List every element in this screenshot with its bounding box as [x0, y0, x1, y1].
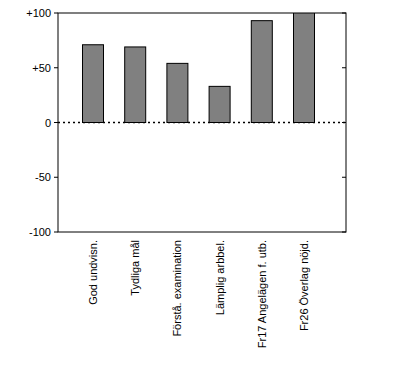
y-tick-right	[342, 177, 346, 178]
chart-container: +100 +50 0 -50 -100 God undvisn. Tydliga mål Fö…	[0, 0, 395, 366]
x-tick-label: Tydliga mål	[129, 240, 141, 296]
bar	[294, 13, 315, 123]
bar	[83, 45, 104, 123]
y-tick-right	[342, 232, 346, 233]
x-tick-label: Fr17 Angelägen f. utb.	[256, 240, 268, 348]
y-tick	[54, 177, 58, 178]
bar	[167, 63, 188, 122]
x-tick-label: Fr26 Överlag nöjd.	[298, 240, 310, 331]
x-tick-label: Förstå. examination	[171, 240, 183, 337]
y-tick-label: -100	[29, 226, 51, 238]
y-tick-label: -50	[35, 171, 51, 183]
bar	[251, 21, 272, 123]
chart-svg: +100 +50 0 -50 -100 God undvisn. Tydliga mål Fö…	[0, 0, 395, 366]
x-tick-label: God undvisn.	[87, 240, 99, 305]
x-tick-label: Lämplig arbbel.	[214, 240, 226, 315]
y-tick-label: +100	[26, 7, 51, 19]
bar	[209, 86, 230, 122]
y-tick-right	[342, 67, 346, 68]
y-tick	[54, 13, 58, 14]
y-tick-label: +50	[32, 62, 51, 74]
bar	[125, 47, 146, 123]
y-tick	[54, 122, 58, 123]
y-tick-label: 0	[45, 117, 51, 129]
y-tick-right	[342, 13, 346, 14]
plot-frame	[58, 13, 346, 232]
y-tick	[54, 67, 58, 68]
y-tick	[54, 232, 58, 233]
bars	[83, 13, 315, 123]
